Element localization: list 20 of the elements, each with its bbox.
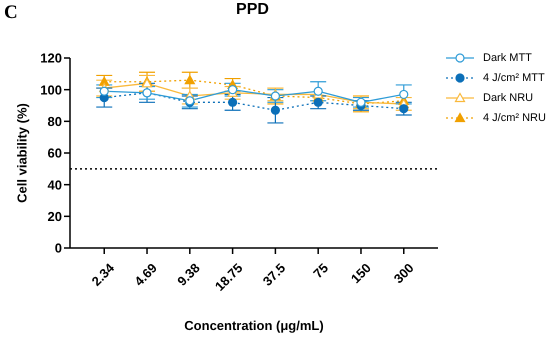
- x-tick-label: 9.38: [174, 260, 203, 289]
- y-axis-title: Cell viability (%): [14, 103, 30, 203]
- legend-label: Dark MTT: [483, 52, 532, 64]
- x-tick-label: 150: [348, 260, 374, 286]
- y-tick-label: 100: [40, 82, 62, 98]
- x-tick-label: 4.69: [131, 260, 160, 289]
- x-axis-title: Concentration (μg/mL): [184, 318, 324, 333]
- chart-title: PPD: [235, 1, 270, 19]
- x-tick-label: 75: [310, 260, 332, 282]
- y-tick-label: 0: [54, 240, 62, 256]
- legend-label: 4 J/cm² MTT: [483, 72, 545, 84]
- y-tick-label: 40: [48, 177, 62, 192]
- x-tick-label: 300: [390, 260, 417, 286]
- legend-label: 4 J/cm² NRU: [483, 112, 546, 124]
- y-tick-label: 120: [40, 50, 62, 66]
- y-tick-label: 60: [48, 146, 62, 161]
- text: C: [4, 2, 18, 24]
- y-tick-label: 80: [48, 114, 62, 129]
- y-tick-label: 20: [48, 208, 62, 224]
- legend-label: Dark NRU: [483, 92, 534, 104]
